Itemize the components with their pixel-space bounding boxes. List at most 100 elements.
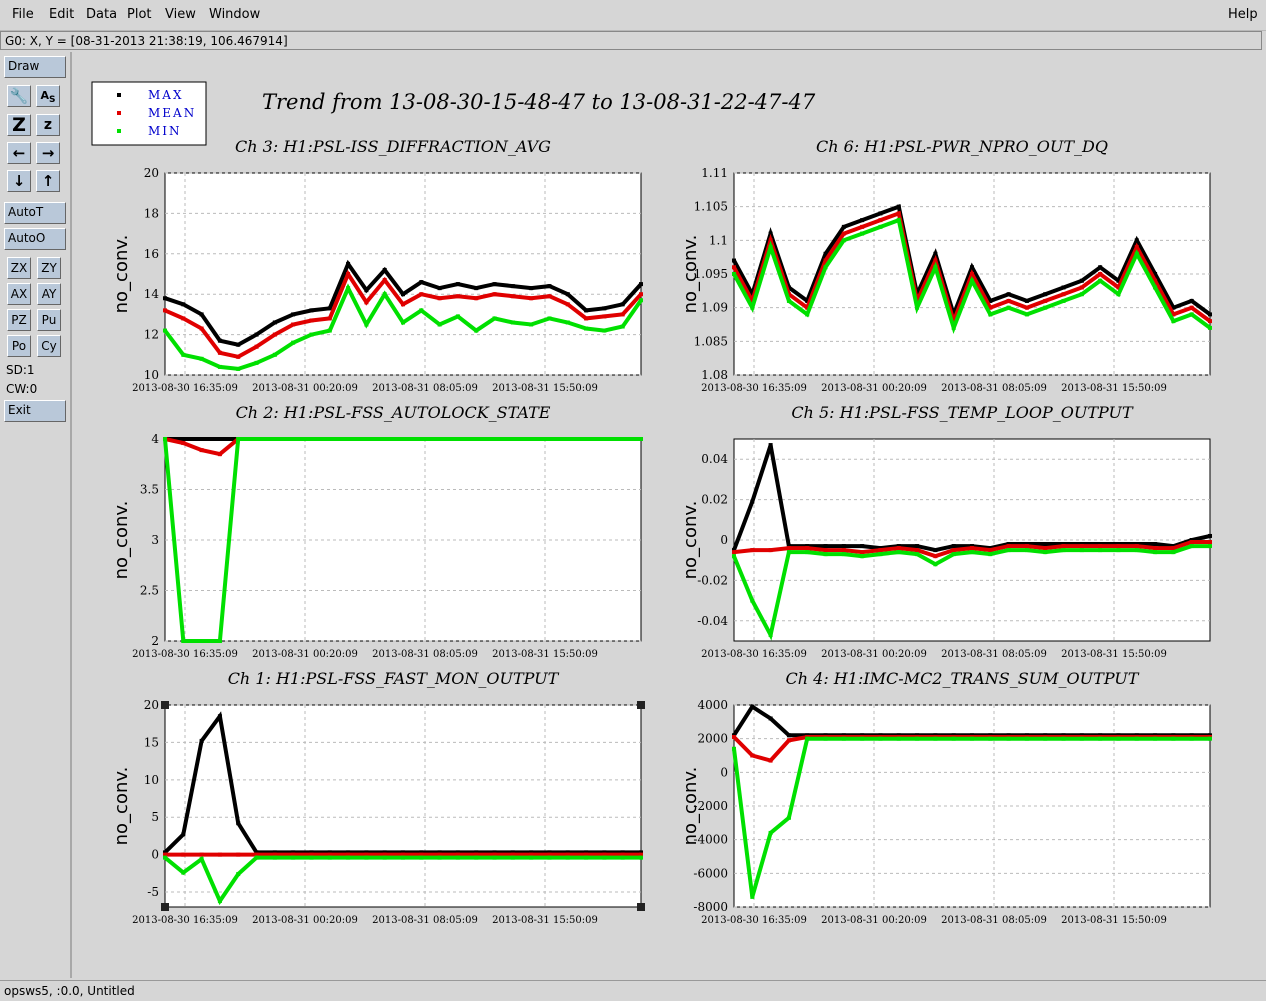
data-point-mean	[291, 322, 296, 327]
y-axis-label: no_conv.	[111, 235, 132, 314]
arrow-left-icon[interactable]: ←	[7, 142, 31, 164]
data-point-max	[1006, 542, 1011, 547]
data-point-mean	[565, 852, 570, 857]
x-tick-label: 2013-08-31 15:50:09	[492, 649, 598, 660]
ax-button[interactable]: AX	[7, 283, 31, 305]
data-point-mean	[217, 350, 222, 355]
menu-view[interactable]: View	[165, 7, 196, 22]
data-point-mean	[547, 852, 552, 857]
data-point-mean	[1061, 544, 1066, 549]
text-icon[interactable]: AS	[36, 85, 60, 107]
data-point-mean	[364, 852, 369, 857]
data-point-min	[1043, 550, 1048, 555]
autot-button[interactable]: AutoT	[4, 202, 66, 224]
data-point-max	[327, 306, 332, 311]
arrow-down-icon[interactable]: ↓	[7, 170, 31, 192]
data-point-mean	[1043, 546, 1048, 551]
x-tick-label: 2013-08-31 08:05:09	[372, 649, 478, 660]
ay-button[interactable]: AY	[37, 283, 61, 305]
data-point-mean	[272, 332, 277, 337]
data-point-min	[565, 437, 570, 441]
menu-plot[interactable]: Plot	[127, 7, 152, 22]
data-point-max	[236, 821, 241, 826]
arrow-right-icon[interactable]: →	[36, 142, 60, 164]
menu-help[interactable]: Help	[1228, 7, 1258, 22]
data-point-mean	[620, 852, 625, 857]
data-point-mean	[768, 238, 773, 243]
data-point-max	[584, 308, 589, 313]
menu-window[interactable]: Window	[209, 7, 261, 22]
data-point-min	[951, 325, 956, 330]
data-point-mean	[750, 753, 755, 758]
data-point-min	[529, 437, 534, 441]
zy-button[interactable]: ZY	[37, 257, 61, 279]
data-point-mean	[933, 258, 938, 263]
data-point-max	[529, 850, 534, 855]
y-tick-label: 12	[144, 328, 159, 342]
data-point-mean	[1043, 298, 1048, 303]
data-point-min	[639, 437, 643, 441]
menu-bar: File Edit Data Plot View Window Help	[0, 0, 1266, 31]
data-point-min	[1098, 548, 1103, 553]
data-point-min	[878, 552, 883, 557]
plot-svg[interactable]: MAX MEAN MIN Trend from 13-08-30-15-48-4…	[72, 52, 1260, 978]
y-axis-label: no_conv.	[111, 501, 132, 580]
wrench-icon[interactable]: 🔧	[7, 85, 31, 107]
y-tick-label: 1.11	[701, 166, 728, 180]
data-point-mean	[1116, 544, 1121, 549]
data-point-max	[181, 437, 186, 441]
data-point-mean	[602, 852, 607, 857]
zoom-in-icon[interactable]: z	[36, 114, 60, 136]
data-point-mean	[1024, 305, 1029, 310]
data-point-mean	[1208, 319, 1212, 324]
po-button[interactable]: Po	[7, 335, 31, 357]
data-point-mean	[437, 296, 442, 301]
arrow-up-icon[interactable]: ↑	[36, 170, 60, 192]
data-point-min	[1171, 736, 1176, 741]
menu-edit[interactable]: Edit	[49, 7, 75, 22]
data-point-max	[217, 437, 222, 441]
x-tick-label: 2013-08-31 08:05:09	[372, 915, 478, 926]
draw-button[interactable]: Draw	[4, 56, 66, 78]
y-tick-label: 20	[144, 166, 159, 180]
data-point-min	[510, 437, 515, 441]
data-point-mean	[1098, 544, 1103, 549]
x-tick-label: 2013-08-31 15:50:09	[1061, 383, 1167, 394]
data-point-max	[823, 251, 828, 256]
pu-button[interactable]: Pu	[37, 309, 61, 331]
y-tick-label: 1.095	[694, 267, 728, 281]
x-tick-label: 2013-08-31 00:20:09	[252, 649, 358, 660]
data-point-max	[401, 850, 405, 855]
data-point-min	[401, 320, 405, 325]
exit-button[interactable]: Exit	[4, 400, 66, 422]
plot-area	[164, 704, 642, 908]
data-point-mean	[1189, 540, 1194, 545]
data-point-max	[437, 286, 442, 291]
data-point-min	[639, 298, 643, 303]
data-point-min	[1153, 736, 1158, 741]
data-point-min	[419, 855, 424, 860]
zoom-out-icon[interactable]: Z	[7, 114, 31, 136]
data-point-min	[419, 437, 424, 441]
data-point-min	[364, 437, 369, 441]
y-axis-label: no_conv.	[111, 767, 132, 846]
data-point-min	[951, 736, 956, 741]
data-point-min	[547, 316, 552, 321]
plot-canvas[interactable]: MAX MEAN MIN Trend from 13-08-30-15-48-4…	[72, 52, 1260, 978]
data-point-mean	[639, 852, 643, 857]
pz-button[interactable]: PZ	[7, 309, 31, 331]
legend-max-label: MAX	[148, 88, 184, 102]
data-point-min	[896, 218, 901, 223]
data-point-min	[163, 855, 167, 860]
chart-title: Ch 4: H1:IMC-MC2_TRANS_SUM_OUTPUT	[786, 669, 1140, 688]
menu-file[interactable]: File	[12, 7, 34, 22]
data-point-mean	[309, 852, 314, 857]
data-point-mean	[878, 218, 883, 223]
data-point-mean	[1189, 305, 1194, 310]
menu-data[interactable]: Data	[86, 7, 118, 22]
cy-button[interactable]: Cy	[37, 335, 61, 357]
autoo-button[interactable]: AutoO	[4, 228, 66, 250]
data-point-min	[455, 855, 460, 860]
zx-button[interactable]: ZX	[7, 257, 31, 279]
data-point-min	[199, 639, 204, 643]
